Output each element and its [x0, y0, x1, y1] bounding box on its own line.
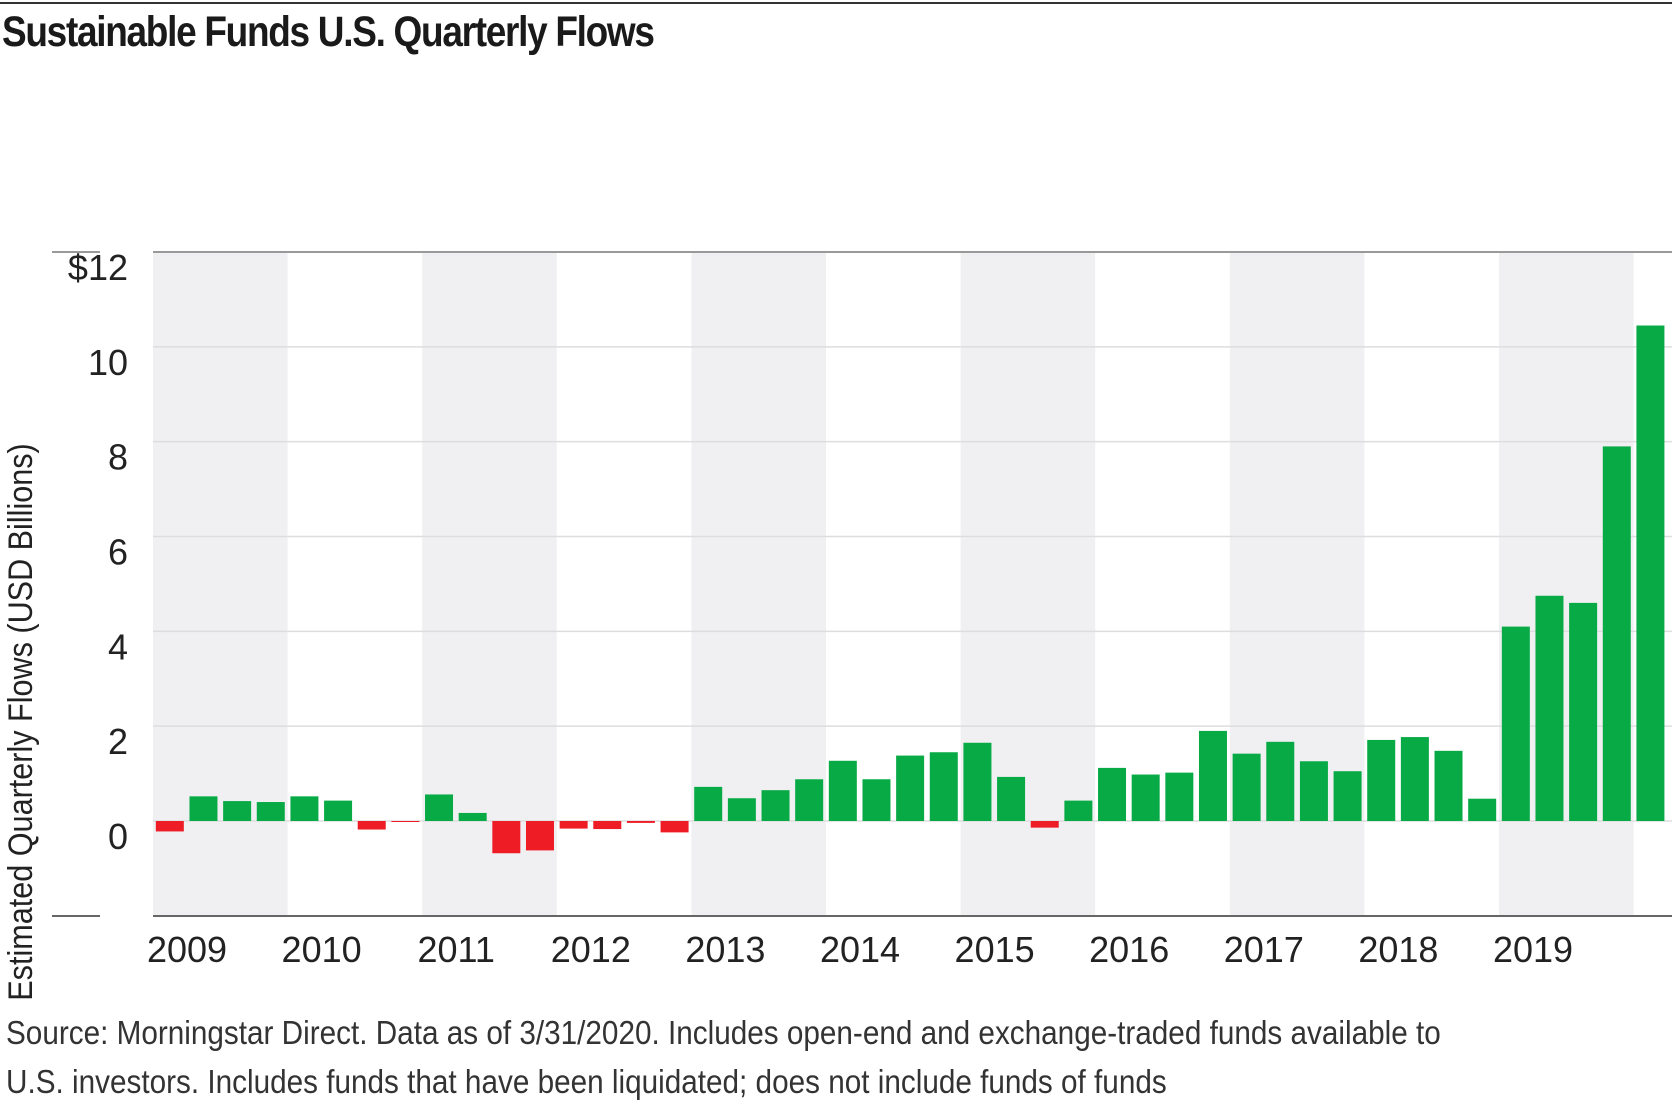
bar [1299, 761, 1328, 821]
y-tick-label: 6 [108, 532, 128, 573]
y-tick-label: 2 [108, 721, 128, 762]
bar [963, 742, 992, 821]
chart-title: Sustainable Funds U.S. Quarterly Flows [2, 8, 655, 56]
x-tick-label: 2009 [147, 929, 227, 970]
bar [1232, 753, 1261, 821]
bar [1098, 767, 1127, 821]
bar [1064, 800, 1093, 821]
bar [828, 760, 857, 821]
bar [525, 821, 554, 851]
bar [324, 800, 353, 821]
x-tick-label: 2010 [282, 929, 362, 970]
bar [1569, 602, 1598, 821]
y-axis-label: Estimated Quarterly Flows (USD Billions) [2, 443, 40, 1000]
bar [1501, 626, 1530, 821]
bar [862, 779, 891, 821]
bar [1535, 595, 1564, 821]
bar [492, 821, 521, 854]
bar [290, 796, 319, 821]
top-rule [0, 2, 1672, 4]
y-tick-label: 0 [108, 816, 128, 857]
x-tick-label: 2013 [685, 929, 765, 970]
x-tick-label: 2014 [820, 929, 900, 970]
bar [997, 776, 1026, 821]
bar [357, 821, 386, 830]
bar [1434, 750, 1463, 821]
bar [1400, 737, 1429, 821]
bar [694, 786, 723, 821]
bar [929, 752, 958, 821]
bar [256, 802, 285, 821]
bar [660, 821, 689, 833]
bar [1602, 446, 1631, 821]
bar [1131, 774, 1160, 821]
bar [189, 796, 218, 821]
bar [155, 821, 184, 832]
bar [1165, 772, 1194, 821]
bar [559, 821, 588, 829]
bar [761, 790, 790, 821]
bar [458, 812, 487, 821]
bar [626, 821, 655, 823]
x-tick-label: 2018 [1358, 929, 1438, 970]
bar [593, 821, 622, 830]
bar [1367, 739, 1396, 821]
bar [727, 798, 756, 821]
y-tick-label: 10 [88, 342, 128, 383]
bar [425, 794, 454, 821]
x-tick-label: 2019 [1493, 929, 1573, 970]
y-tick-labels: $12 10 8 6 4 2 0 [68, 247, 128, 857]
bar [223, 801, 252, 821]
y-tick-label: 4 [108, 626, 128, 667]
bar [1333, 771, 1362, 821]
x-tick-label: 2015 [955, 929, 1035, 970]
bar [1030, 821, 1059, 828]
bar [1198, 730, 1227, 821]
bar [896, 755, 925, 821]
source-note: Source: Morningstar Direct. Data as of 3… [6, 1014, 1441, 1100]
bar [795, 779, 824, 821]
x-tick-label: 2017 [1224, 929, 1304, 970]
bar [1468, 798, 1497, 821]
bars [155, 325, 1665, 854]
x-tick-labels: 2009 2010 2011 2012 2013 2014 2015 2016 2017 2018… [147, 929, 1573, 970]
bar [1636, 325, 1665, 821]
x-tick-label: 2016 [1089, 929, 1169, 970]
y-tick-label: 8 [108, 437, 128, 478]
bar [1266, 741, 1295, 821]
x-tick-label: 2012 [551, 929, 631, 970]
bar [391, 821, 420, 822]
y-tick-label: $12 [68, 247, 128, 288]
x-tick-label: 2011 [417, 929, 494, 970]
